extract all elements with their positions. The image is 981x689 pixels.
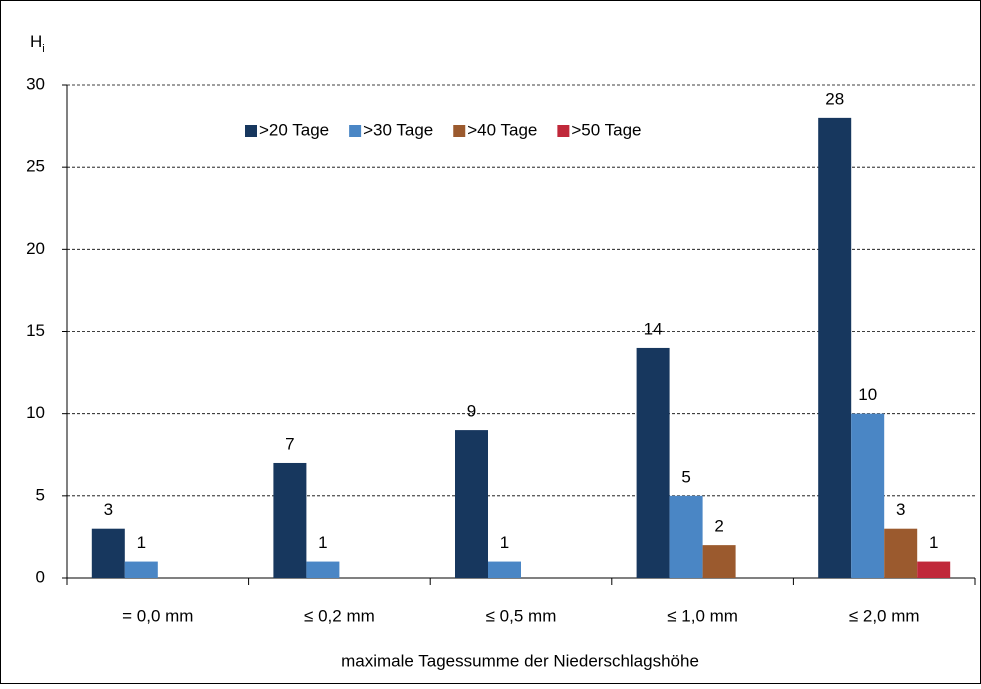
- data-label: 1: [929, 533, 938, 552]
- y-axis-title-sub: i: [42, 43, 44, 55]
- bar: [917, 561, 951, 578]
- legend-swatch: [453, 125, 466, 137]
- data-label: 28: [825, 89, 844, 108]
- y-tick-label: 15: [26, 321, 45, 340]
- bar: [669, 495, 703, 578]
- y-axis-title-main: H: [30, 32, 42, 51]
- data-label: 14: [644, 319, 663, 338]
- legend-swatch: [557, 125, 570, 137]
- x-tick-label: ≤ 2,0 mm: [849, 606, 920, 625]
- legend-label: >20 Tage: [259, 120, 329, 139]
- legend-swatch: [349, 125, 362, 137]
- data-label: 1: [500, 533, 509, 552]
- data-label: 3: [896, 500, 905, 519]
- x-tick-label: = 0,0 mm: [122, 606, 193, 625]
- x-tick-label: ≤ 1,0 mm: [667, 606, 738, 625]
- bar: [818, 117, 852, 578]
- bar: [488, 561, 521, 578]
- data-label: 1: [318, 533, 327, 552]
- data-label: 3: [104, 500, 113, 519]
- bar: [636, 347, 670, 578]
- legend-label: >50 Tage: [571, 120, 641, 139]
- y-tick-label: 5: [36, 485, 45, 504]
- data-label: 5: [681, 467, 690, 486]
- y-axis-title: Hi: [30, 32, 45, 54]
- x-axis-title: maximale Tagessumme der Niederschlagshöh…: [341, 651, 699, 670]
- y-tick-label: 30: [26, 74, 45, 93]
- bar: [884, 528, 918, 578]
- y-tick-label: 0: [36, 567, 45, 586]
- bar: [702, 545, 736, 578]
- bar: [273, 462, 307, 578]
- bar: [306, 561, 340, 578]
- x-tick-label: ≤ 0,2 mm: [304, 606, 375, 625]
- data-label: 9: [467, 402, 476, 421]
- bar: [124, 561, 158, 578]
- bar: [851, 413, 885, 578]
- data-label: 7: [285, 434, 294, 453]
- y-tick-label: 25: [26, 157, 45, 176]
- legend-label: >40 Tage: [467, 120, 537, 139]
- bar: [455, 430, 488, 578]
- bar: [91, 528, 125, 578]
- data-label: 2: [714, 517, 723, 536]
- x-tick-label: ≤ 0,5 mm: [486, 606, 557, 625]
- y-tick-label: 10: [26, 403, 45, 422]
- y-tick-label: 20: [26, 239, 45, 258]
- data-label: 1: [137, 533, 146, 552]
- legend-swatch: [245, 125, 257, 137]
- data-label: 10: [858, 385, 877, 404]
- legend-label: >30 Tage: [363, 120, 433, 139]
